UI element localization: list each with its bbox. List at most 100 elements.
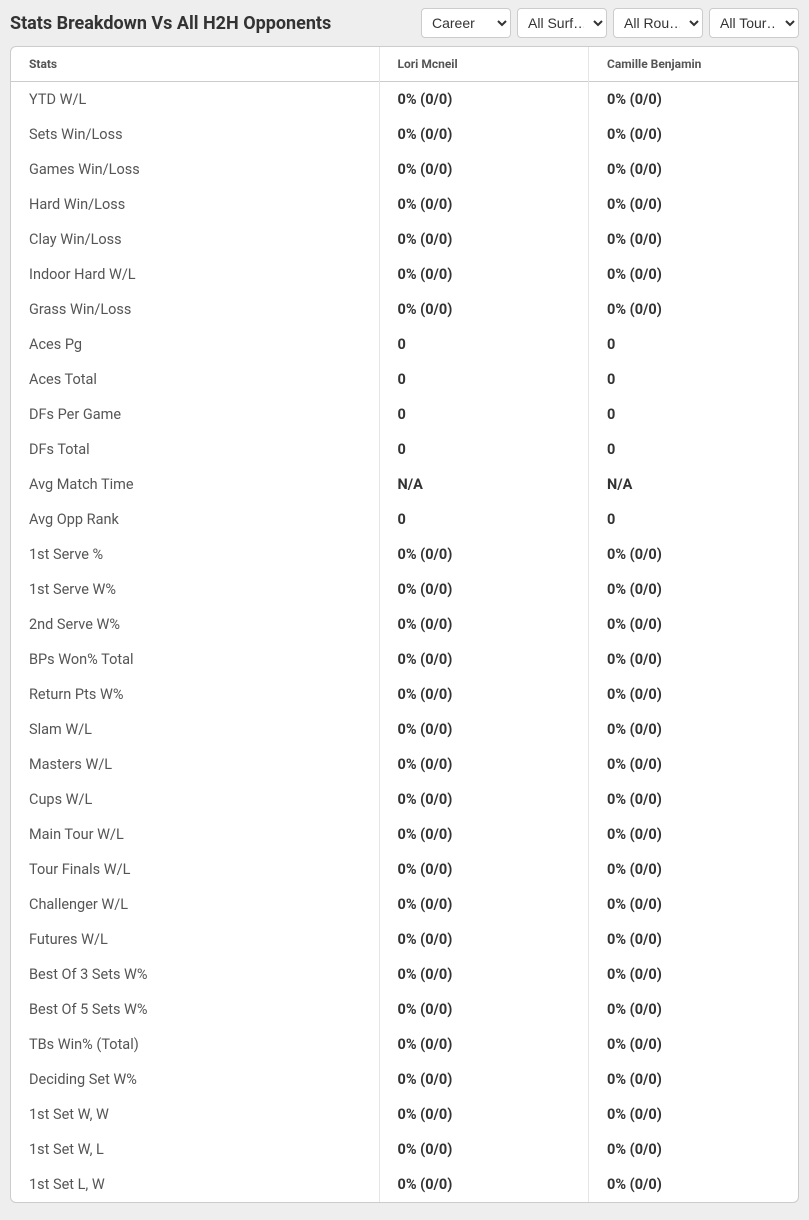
stats-table-container: Stats Lori Mcneil Camille Benjamin YTD W… xyxy=(10,46,799,1203)
stat-value-player2: 0% (0/0) xyxy=(589,782,799,817)
stat-value-player1: 0% (0/0) xyxy=(379,1132,588,1167)
stat-label: Cups W/L xyxy=(11,782,379,817)
stat-value-player2: 0% (0/0) xyxy=(589,572,799,607)
stat-label: 1st Serve W% xyxy=(11,572,379,607)
stat-label: Indoor Hard W/L xyxy=(11,257,379,292)
stat-label: Games Win/Loss xyxy=(11,152,379,187)
stat-value-player1: 0% (0/0) xyxy=(379,782,588,817)
table-row: Avg Opp Rank00 xyxy=(11,502,798,537)
stat-value-player1: 0% (0/0) xyxy=(379,187,588,222)
stat-label: Slam W/L xyxy=(11,712,379,747)
stat-value-player2: 0% (0/0) xyxy=(589,1167,799,1202)
stat-value-player2: 0% (0/0) xyxy=(589,957,799,992)
stat-label: 2nd Serve W% xyxy=(11,607,379,642)
table-row: Games Win/Loss0% (0/0)0% (0/0) xyxy=(11,152,798,187)
stat-label: DFs Total xyxy=(11,432,379,467)
stat-label: Futures W/L xyxy=(11,922,379,957)
stat-value-player1: 0% (0/0) xyxy=(379,747,588,782)
stat-value-player2: 0% (0/0) xyxy=(589,1097,799,1132)
stat-value-player2: 0% (0/0) xyxy=(589,817,799,852)
table-row: Best Of 3 Sets W%0% (0/0)0% (0/0) xyxy=(11,957,798,992)
table-header-row: Stats Lori Mcneil Camille Benjamin xyxy=(11,47,798,82)
stat-value-player2: 0% (0/0) xyxy=(589,642,799,677)
stat-label: Avg Match Time xyxy=(11,467,379,502)
stat-value-player2: N/A xyxy=(589,467,799,502)
stat-label: Aces Total xyxy=(11,362,379,397)
stat-value-player1: 0% (0/0) xyxy=(379,1027,588,1062)
stats-header: Stats Breakdown Vs All H2H Opponents Car… xyxy=(0,0,809,46)
stat-value-player1: 0 xyxy=(379,502,588,537)
stat-value-player1: 0 xyxy=(379,432,588,467)
stat-value-player1: 0% (0/0) xyxy=(379,992,588,1027)
stat-label: 1st Set W, W xyxy=(11,1097,379,1132)
table-row: Main Tour W/L0% (0/0)0% (0/0) xyxy=(11,817,798,852)
stat-label: 1st Set L, W xyxy=(11,1167,379,1202)
table-row: 1st Serve %0% (0/0)0% (0/0) xyxy=(11,537,798,572)
filter-bar: Career All Surf… All Rou… All Tour… xyxy=(421,8,799,38)
column-header-stats: Stats xyxy=(11,47,379,82)
stat-value-player2: 0% (0/0) xyxy=(589,1027,799,1062)
stat-value-player1: 0% (0/0) xyxy=(379,152,588,187)
stat-value-player1: 0% (0/0) xyxy=(379,607,588,642)
table-row: DFs Per Game00 xyxy=(11,397,798,432)
stat-value-player1: 0% (0/0) xyxy=(379,1062,588,1097)
stat-value-player2: 0% (0/0) xyxy=(589,747,799,782)
stat-value-player2: 0% (0/0) xyxy=(589,922,799,957)
page-title: Stats Breakdown Vs All H2H Opponents xyxy=(10,13,331,34)
stat-value-player1: 0% (0/0) xyxy=(379,922,588,957)
stat-label: Deciding Set W% xyxy=(11,1062,379,1097)
stat-label: Best Of 3 Sets W% xyxy=(11,957,379,992)
table-row: Futures W/L0% (0/0)0% (0/0) xyxy=(11,922,798,957)
stat-value-player2: 0% (0/0) xyxy=(589,257,799,292)
stats-table-body: YTD W/L0% (0/0)0% (0/0)Sets Win/Loss0% (… xyxy=(11,82,798,1202)
table-row: Sets Win/Loss0% (0/0)0% (0/0) xyxy=(11,117,798,152)
stat-value-player1: 0 xyxy=(379,397,588,432)
stat-label: Main Tour W/L xyxy=(11,817,379,852)
stat-value-player1: 0% (0/0) xyxy=(379,572,588,607)
table-row: 2nd Serve W%0% (0/0)0% (0/0) xyxy=(11,607,798,642)
stat-value-player1: 0% (0/0) xyxy=(379,1167,588,1202)
table-row: Cups W/L0% (0/0)0% (0/0) xyxy=(11,782,798,817)
table-row: 1st Set W, W0% (0/0)0% (0/0) xyxy=(11,1097,798,1132)
stat-value-player2: 0% (0/0) xyxy=(589,292,799,327)
stat-value-player2: 0% (0/0) xyxy=(589,887,799,922)
tournament-select[interactable]: All Tour… xyxy=(709,8,799,38)
stat-label: Masters W/L xyxy=(11,747,379,782)
stat-value-player1: N/A xyxy=(379,467,588,502)
table-row: 1st Set W, L0% (0/0)0% (0/0) xyxy=(11,1132,798,1167)
column-header-player1: Lori Mcneil xyxy=(379,47,588,82)
stat-value-player2: 0 xyxy=(589,327,799,362)
stat-value-player2: 0% (0/0) xyxy=(589,117,799,152)
table-row: Challenger W/L0% (0/0)0% (0/0) xyxy=(11,887,798,922)
stat-value-player1: 0% (0/0) xyxy=(379,887,588,922)
stat-value-player2: 0% (0/0) xyxy=(589,712,799,747)
table-row: Aces Pg00 xyxy=(11,327,798,362)
stat-label: BPs Won% Total xyxy=(11,642,379,677)
stat-label: Clay Win/Loss xyxy=(11,222,379,257)
table-row: Best Of 5 Sets W%0% (0/0)0% (0/0) xyxy=(11,992,798,1027)
stat-value-player2: 0 xyxy=(589,432,799,467)
stat-value-player2: 0% (0/0) xyxy=(589,677,799,712)
stat-value-player2: 0 xyxy=(589,397,799,432)
stat-label: 1st Serve % xyxy=(11,537,379,572)
table-row: Masters W/L0% (0/0)0% (0/0) xyxy=(11,747,798,782)
round-select[interactable]: All Rou… xyxy=(613,8,703,38)
stat-value-player1: 0% (0/0) xyxy=(379,292,588,327)
stat-value-player1: 0 xyxy=(379,362,588,397)
table-row: Avg Match TimeN/AN/A xyxy=(11,467,798,502)
table-row: DFs Total00 xyxy=(11,432,798,467)
stat-value-player1: 0% (0/0) xyxy=(379,712,588,747)
stat-label: Grass Win/Loss xyxy=(11,292,379,327)
stat-value-player1: 0% (0/0) xyxy=(379,677,588,712)
timeframe-select[interactable]: Career xyxy=(421,8,511,38)
stat-label: DFs Per Game xyxy=(11,397,379,432)
stat-label: Tour Finals W/L xyxy=(11,852,379,887)
stat-label: YTD W/L xyxy=(11,82,379,117)
surface-select[interactable]: All Surf… xyxy=(517,8,607,38)
table-row: TBs Win% (Total)0% (0/0)0% (0/0) xyxy=(11,1027,798,1062)
table-row: Tour Finals W/L0% (0/0)0% (0/0) xyxy=(11,852,798,887)
stat-value-player2: 0% (0/0) xyxy=(589,222,799,257)
table-row: Indoor Hard W/L0% (0/0)0% (0/0) xyxy=(11,257,798,292)
stat-value-player1: 0% (0/0) xyxy=(379,642,588,677)
table-row: Aces Total00 xyxy=(11,362,798,397)
